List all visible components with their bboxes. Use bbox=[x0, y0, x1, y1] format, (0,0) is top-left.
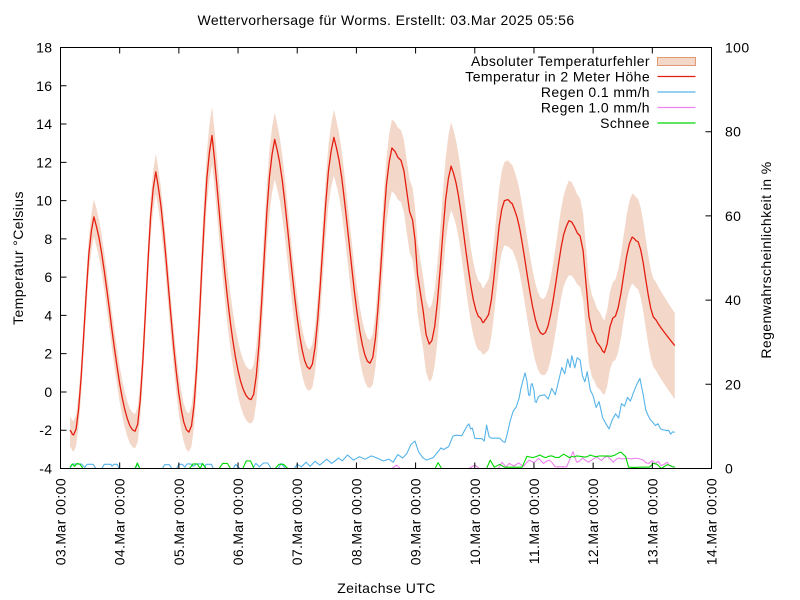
svg-text:05.Mar 00:00: 05.Mar 00:00 bbox=[171, 478, 187, 565]
svg-text:11.Mar 00:00: 11.Mar 00:00 bbox=[526, 478, 542, 564]
svg-text:13.Mar 00:00: 13.Mar 00:00 bbox=[644, 478, 660, 565]
svg-text:20: 20 bbox=[725, 376, 741, 392]
svg-text:04.Mar 00:00: 04.Mar 00:00 bbox=[112, 478, 128, 565]
svg-text:Regenwahrscheinlichkeit in %: Regenwahrscheinlichkeit in % bbox=[758, 161, 774, 358]
svg-text:10: 10 bbox=[36, 193, 52, 209]
svg-text:-4: -4 bbox=[39, 461, 52, 477]
svg-text:07.Mar 00:00: 07.Mar 00:00 bbox=[289, 478, 305, 565]
svg-text:2: 2 bbox=[44, 346, 52, 362]
svg-text:8: 8 bbox=[44, 231, 52, 247]
svg-text:40: 40 bbox=[725, 292, 741, 308]
svg-text:Temperatur °Celsius: Temperatur °Celsius bbox=[10, 191, 26, 325]
svg-text:100: 100 bbox=[725, 40, 750, 56]
svg-text:Wettervorhersage für Worms. Er: Wettervorhersage für Worms. Erstellt: 03… bbox=[197, 12, 574, 28]
svg-text:Regen 1.0 mm/h: Regen 1.0 mm/h bbox=[541, 99, 650, 115]
svg-text:6: 6 bbox=[44, 269, 52, 285]
svg-text:80: 80 bbox=[725, 124, 741, 140]
svg-text:0: 0 bbox=[725, 461, 733, 477]
svg-text:09.Mar 00:00: 09.Mar 00:00 bbox=[408, 478, 424, 565]
svg-text:Zeitachse UTC: Zeitachse UTC bbox=[337, 580, 436, 596]
svg-text:16: 16 bbox=[36, 78, 52, 94]
svg-text:Regen 0.1 mm/h: Regen 0.1 mm/h bbox=[541, 84, 650, 100]
svg-text:10.Mar 00:00: 10.Mar 00:00 bbox=[467, 478, 483, 565]
svg-text:06.Mar 00:00: 06.Mar 00:00 bbox=[230, 478, 246, 565]
svg-text:12: 12 bbox=[36, 154, 52, 170]
svg-text:4: 4 bbox=[44, 307, 52, 323]
svg-text:12.Mar 00:00: 12.Mar 00:00 bbox=[585, 478, 601, 565]
svg-text:Schnee: Schnee bbox=[600, 115, 650, 131]
svg-text:08.Mar 00:00: 08.Mar 00:00 bbox=[348, 478, 364, 565]
svg-text:60: 60 bbox=[725, 208, 741, 224]
svg-text:0: 0 bbox=[44, 384, 52, 400]
svg-text:18: 18 bbox=[36, 40, 52, 56]
svg-text:03.Mar 00:00: 03.Mar 00:00 bbox=[53, 478, 69, 565]
svg-text:-2: -2 bbox=[39, 422, 52, 438]
svg-text:14.Mar 00:00: 14.Mar 00:00 bbox=[704, 478, 720, 565]
svg-text:14: 14 bbox=[36, 116, 52, 132]
svg-text:Temperatur in 2 Meter Höhe: Temperatur in 2 Meter Höhe bbox=[465, 68, 650, 84]
svg-text:Absoluter Temperaturfehler: Absoluter Temperaturfehler bbox=[471, 53, 650, 69]
